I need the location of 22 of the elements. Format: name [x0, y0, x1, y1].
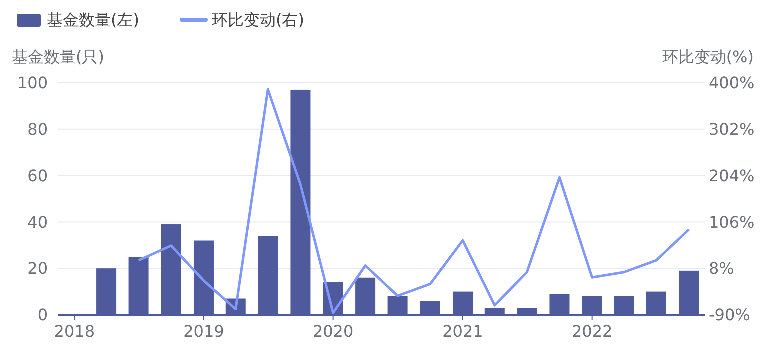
y2-tick-label: -90% — [709, 306, 750, 325]
y2-axis-title: 环比变动(%) — [662, 48, 754, 67]
y-tick-label: 100 — [17, 74, 48, 93]
y-axis-title: 基金数量(只) — [12, 48, 104, 67]
y-tick-label: 80 — [28, 120, 48, 139]
y-tick-label: 0 — [38, 306, 48, 325]
y2-tick-label: 400% — [709, 74, 755, 93]
x-tick-label: 2022 — [572, 322, 613, 341]
y2-tick-label: 106% — [709, 212, 755, 232]
y2-tick-label: 8% — [709, 259, 734, 278]
x-tick-label: 2021 — [442, 322, 484, 341]
y-tick-label: 40 — [28, 212, 48, 232]
y-tick-label: 20 — [28, 259, 48, 278]
x-tick-label: 2018 — [54, 322, 96, 341]
y-tick-label: 60 — [28, 166, 48, 186]
x-tick-label: 2019 — [184, 322, 224, 341]
legend-label: 基金数量(左) — [47, 10, 140, 30]
y2-tick-label: 302% — [709, 120, 755, 139]
y2-tick-label: 204% — [709, 166, 755, 186]
legend-label: 环比变动(右) — [212, 10, 304, 30]
x-tick-label: 2020 — [312, 322, 354, 341]
line-series — [138, 88, 690, 314]
